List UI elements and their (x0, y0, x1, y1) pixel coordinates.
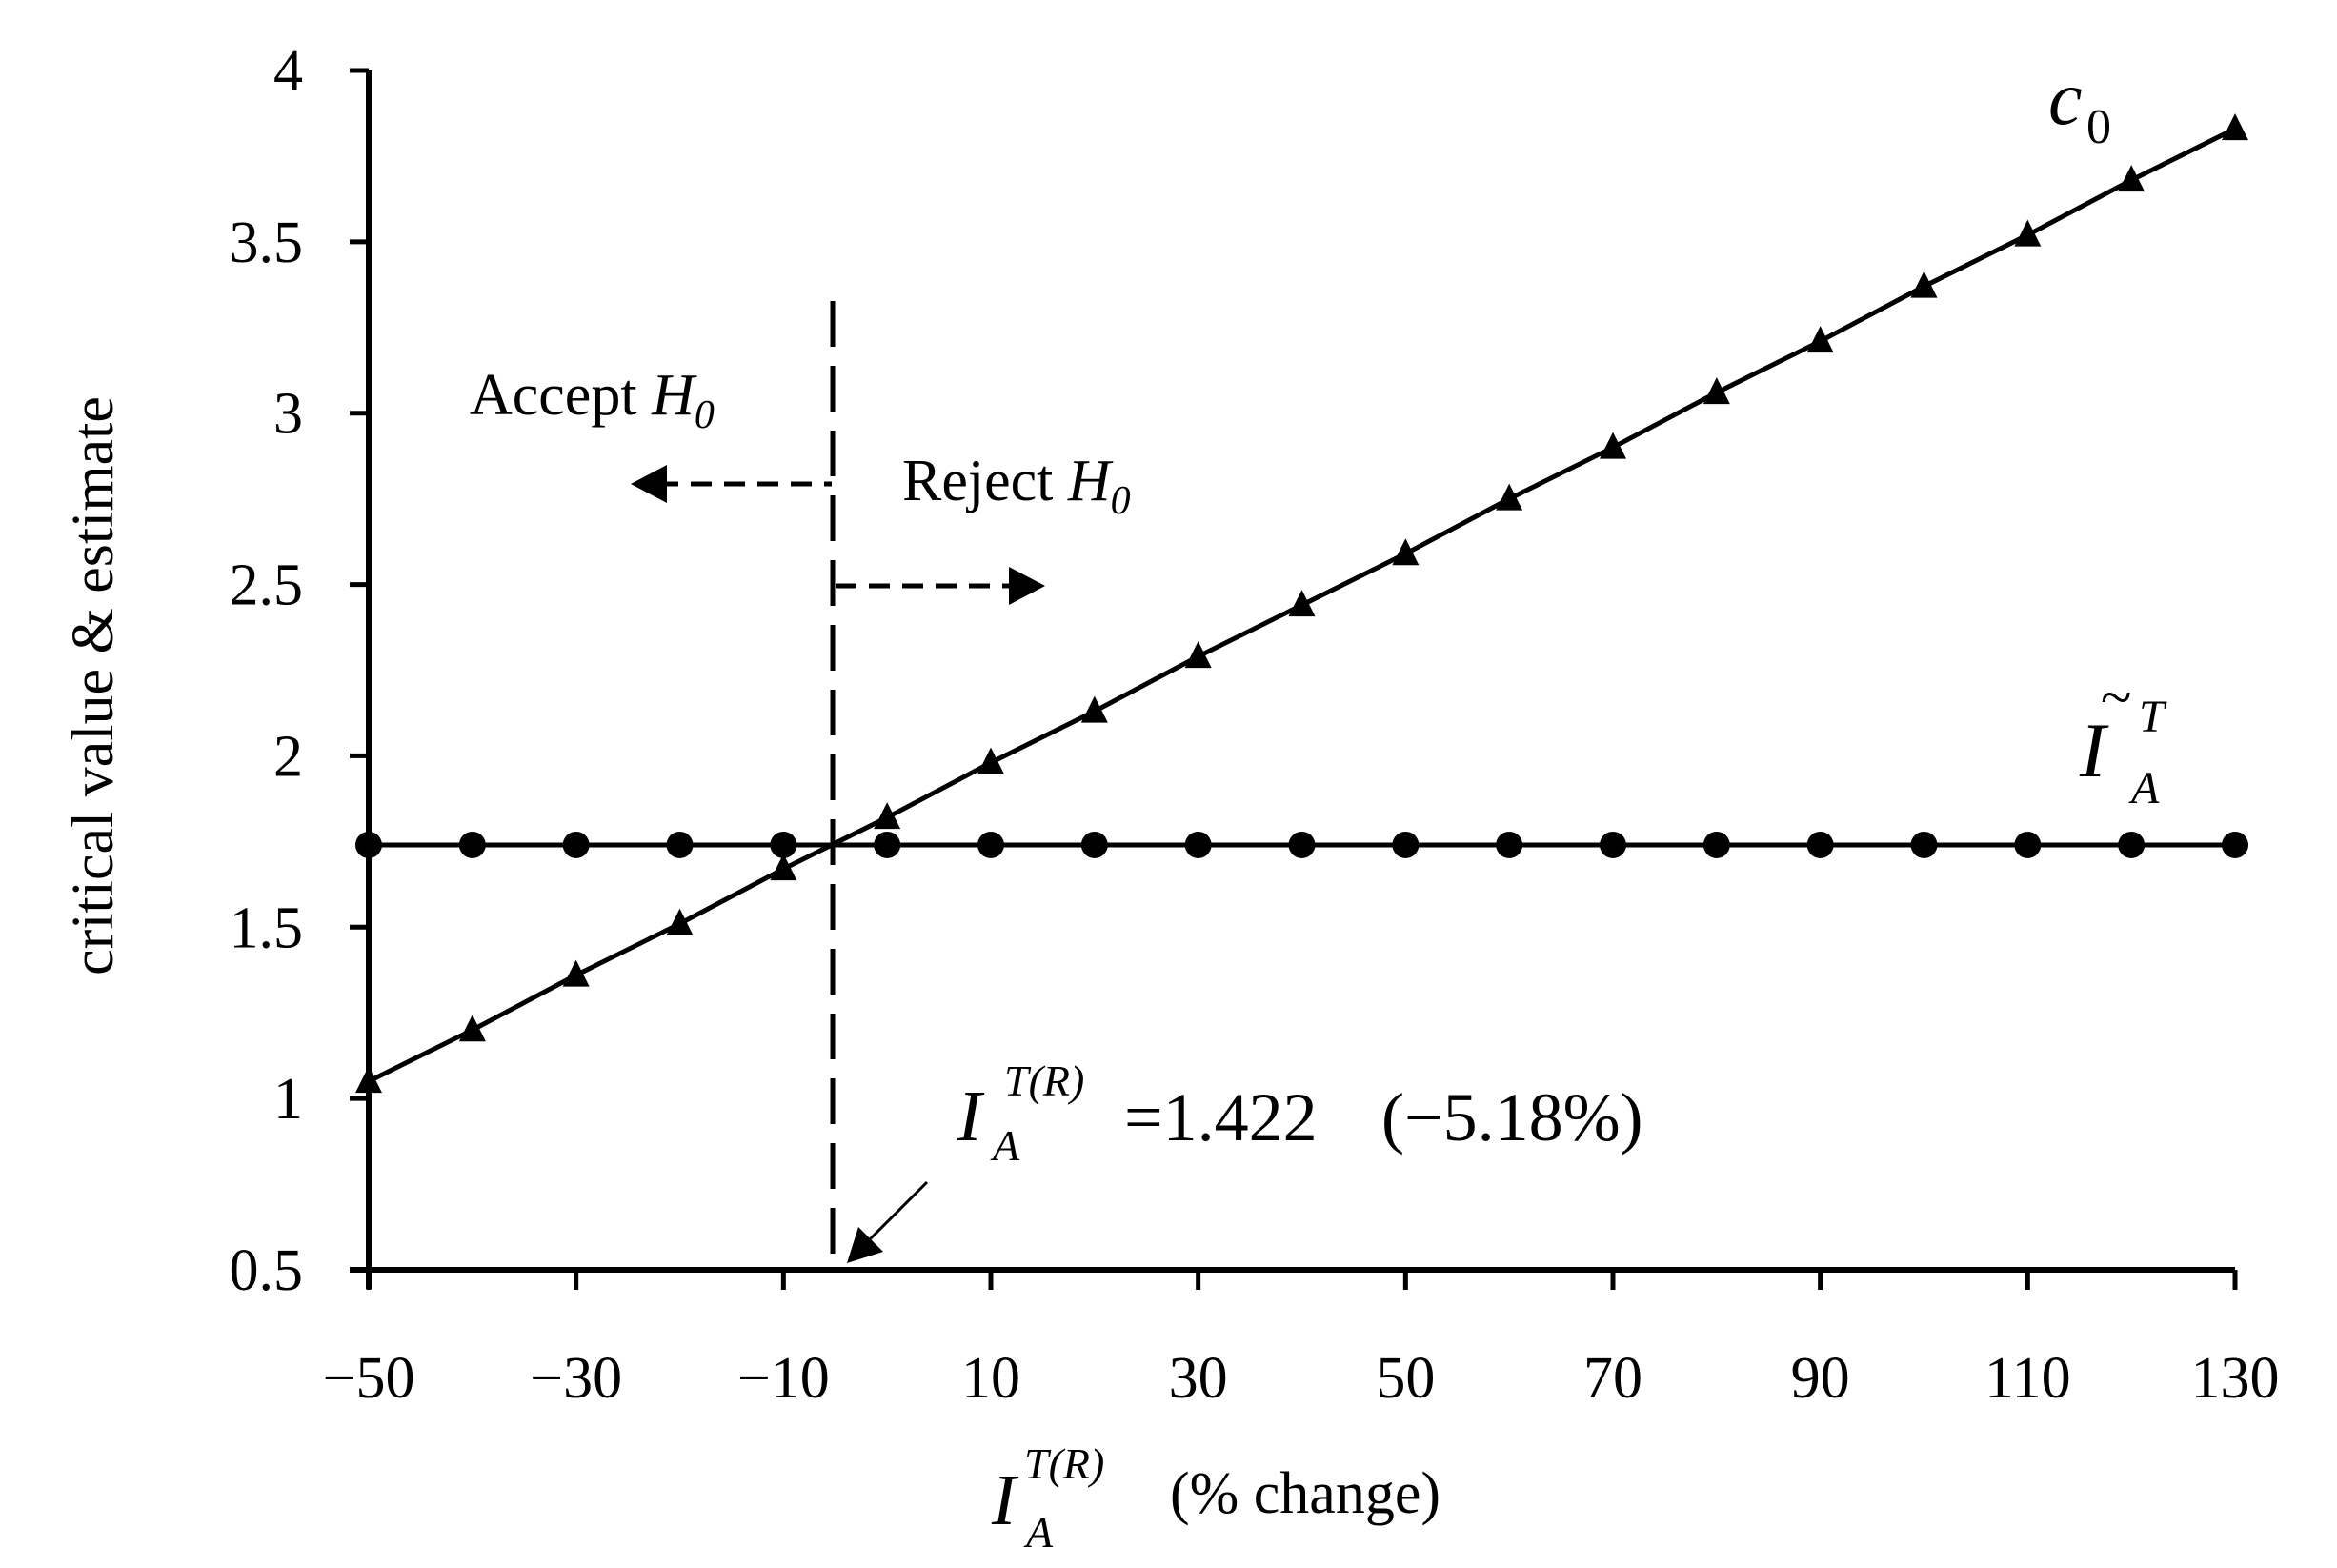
triangle-marker (874, 802, 901, 830)
x-tick-label: 70 (1583, 1346, 1642, 1411)
formula-percent: (−5.18%) (1381, 1079, 1643, 1156)
circle-marker (2118, 831, 2146, 858)
triangle-marker (2222, 113, 2248, 141)
triangle-marker (1496, 483, 1523, 511)
circle-marker (666, 831, 694, 858)
circle-marker (1806, 831, 1834, 858)
formula-value: =1.422 (1124, 1079, 1318, 1156)
x-tick-label: 50 (1376, 1346, 1435, 1411)
triangle-marker (977, 747, 1004, 774)
x-tick-label: 90 (1791, 1346, 1850, 1411)
triangle-marker (355, 1066, 382, 1094)
accept-annotation: Accept H0 (470, 363, 832, 503)
circle-marker (1080, 831, 1108, 858)
x-tick-label: 110 (1984, 1346, 2071, 1411)
series-label-i-tilde: I ~ T A (2079, 666, 2167, 814)
x-tick-label: 30 (1169, 1346, 1228, 1411)
circle-marker (874, 831, 901, 858)
triangle-marker (1702, 377, 1730, 405)
series-label-c0: c 0 (2048, 57, 2111, 154)
triangle-marker (1806, 326, 1834, 353)
it-label-subscript: A (2128, 763, 2160, 814)
y-tick-label: 4 (273, 39, 303, 104)
y-tick-label: 1.5 (230, 895, 304, 960)
y-tick-label: 2.5 (230, 553, 304, 618)
arrow-left-icon (631, 465, 667, 503)
y-tick-label: 0.5 (230, 1238, 304, 1303)
threshold-annotation: I T(R) A =1.422 (−5.18%) (847, 1056, 1643, 1263)
x-tick-label: 130 (2191, 1346, 2280, 1411)
circle-marker (1184, 831, 1212, 858)
it-label-main: I (2079, 707, 2109, 794)
x-axis-symbol: I (991, 1460, 1019, 1540)
circle-marker (1496, 831, 1523, 858)
circle-marker (1288, 831, 1316, 858)
x-tick-label: −10 (737, 1346, 830, 1411)
formula-subscript: A (990, 1121, 1020, 1170)
triangle-marker (666, 908, 694, 935)
y-tick-label: 3 (273, 382, 303, 447)
circle-marker (977, 831, 1004, 858)
series-c0 (355, 113, 2248, 1094)
it-label-tilde: ~ (2101, 666, 2131, 729)
arrow-down-left-icon (847, 1227, 883, 1263)
y-tick-label: 3.5 (230, 211, 304, 275)
circle-marker (1702, 831, 1730, 858)
triangle-marker (1080, 695, 1108, 723)
x-tick-label: −50 (323, 1346, 415, 1411)
series-i-tilde (355, 831, 2248, 858)
x-tick-label: 10 (961, 1346, 1020, 1411)
accept-label: Accept H0 (470, 363, 715, 437)
triangle-marker (2118, 165, 2146, 192)
x-axis-subscript: A (1023, 1508, 1054, 1557)
y-axis-title: critical value & estimate (61, 396, 126, 975)
circle-marker (562, 831, 590, 858)
circle-marker (2014, 831, 2042, 858)
y-tick-label: 1 (273, 1067, 303, 1132)
reject-label: Reject H0 (902, 449, 1131, 523)
triangle-marker (2014, 219, 2042, 247)
arrow-right-icon (1009, 567, 1045, 605)
triangle-marker (1184, 641, 1212, 669)
it-label-superscript: T (2139, 692, 2167, 742)
triangle-marker (1392, 538, 1420, 566)
x-ticks: −50 −30 −10 10 30 50 70 90 110 130 (323, 1270, 2280, 1411)
reject-annotation: Reject H0 (836, 449, 1131, 605)
circle-marker (2222, 831, 2248, 858)
x-axis-unit: (% change) (1170, 1461, 1440, 1526)
y-ticks: 0.5 1 1.5 2 2.5 3 3.5 4 (230, 39, 369, 1303)
triangle-marker (1910, 271, 1938, 298)
circle-marker (770, 831, 797, 858)
y-tick-label: 2 (273, 724, 303, 789)
circle-marker (1910, 831, 1938, 858)
x-axis-title: I T(R) A (% change) (991, 1439, 1440, 1557)
circle-marker (355, 831, 382, 858)
circle-marker (458, 831, 486, 858)
triangle-marker (562, 959, 590, 987)
triangle-marker (770, 854, 797, 881)
formula-superscript: T(R) (1004, 1056, 1084, 1105)
x-axis-superscript: T(R) (1024, 1439, 1104, 1488)
circle-marker (1600, 831, 1626, 858)
triangle-marker (1288, 590, 1316, 617)
formula-arrow-shaft (860, 1180, 929, 1249)
c0-label-main: c (2048, 57, 2083, 141)
x-tick-label: −30 (530, 1346, 622, 1411)
triangle-marker (1600, 432, 1626, 459)
c0-label-sub: 0 (2086, 100, 2111, 154)
circle-marker (1392, 831, 1420, 858)
triangle-marker (458, 1015, 486, 1042)
formula-symbol: I (957, 1076, 985, 1156)
